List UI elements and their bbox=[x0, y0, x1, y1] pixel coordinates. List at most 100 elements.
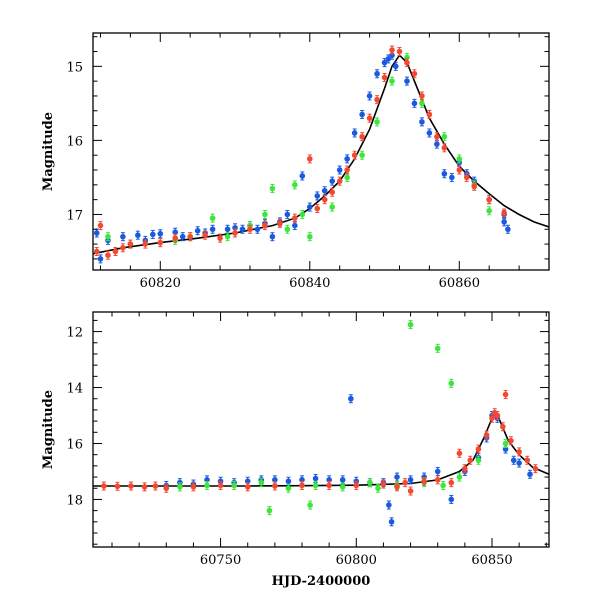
data-point-blue bbox=[505, 224, 511, 234]
series-red bbox=[101, 390, 539, 496]
data-point-red bbox=[247, 224, 253, 234]
data-point-blue bbox=[449, 172, 455, 182]
data-point-green bbox=[389, 76, 395, 86]
series-blue bbox=[93, 50, 511, 264]
data-point-blue bbox=[359, 109, 365, 119]
data-point-blue bbox=[336, 165, 343, 175]
data-point-blue bbox=[120, 232, 126, 242]
bottom-panel: 60750 60800 60850 12 14 16 18 Magnitude HJD-2400… bbox=[41, 311, 550, 589]
data-point-red bbox=[292, 213, 298, 223]
data-point-blue bbox=[434, 139, 440, 149]
data-point-blue bbox=[527, 469, 533, 479]
data-point-green bbox=[284, 224, 291, 234]
data-point-red bbox=[202, 230, 208, 240]
data-point-red bbox=[500, 422, 506, 432]
plot-frame bbox=[92, 311, 550, 548]
data-point-green bbox=[209, 213, 216, 223]
data-point-red bbox=[394, 482, 400, 492]
data-point-red bbox=[187, 232, 193, 242]
model-curve bbox=[93, 53, 549, 255]
data-point-green bbox=[258, 478, 265, 488]
data-point-red bbox=[306, 154, 313, 164]
y-tick-label: 18 bbox=[66, 493, 83, 508]
data-point-red bbox=[244, 482, 251, 492]
data-point-green bbox=[367, 478, 373, 488]
data-point-red bbox=[299, 480, 305, 490]
data-point-red bbox=[524, 455, 531, 465]
data-point-green bbox=[105, 232, 111, 242]
data-point-blue bbox=[441, 169, 448, 179]
y-tick-label: 12 bbox=[66, 326, 83, 341]
data-point-red bbox=[434, 475, 441, 485]
data-point-green bbox=[231, 480, 237, 490]
x-tick-label: 60800 bbox=[336, 553, 377, 568]
data-point-red bbox=[448, 478, 455, 488]
data-point-red bbox=[152, 481, 159, 491]
data-point-blue bbox=[329, 176, 336, 186]
data-point-red bbox=[434, 132, 440, 142]
data-point-blue bbox=[314, 191, 321, 201]
data-point-green bbox=[285, 483, 292, 493]
data-point-red bbox=[396, 47, 403, 57]
data-point-green bbox=[502, 438, 509, 448]
data-point-blue bbox=[404, 76, 410, 86]
data-point-green bbox=[440, 480, 446, 490]
data-point-red bbox=[321, 195, 328, 205]
data-point-green bbox=[177, 482, 183, 492]
data-point-blue bbox=[407, 475, 414, 485]
series-green bbox=[105, 52, 492, 249]
data-point-blue bbox=[344, 154, 350, 164]
data-point-blue bbox=[516, 458, 522, 468]
data-point-blue bbox=[501, 217, 507, 227]
data-point-red bbox=[419, 91, 425, 101]
data-point-red bbox=[157, 238, 164, 248]
data-point-red bbox=[326, 480, 332, 490]
data-point-red bbox=[508, 436, 514, 446]
data-point-blue bbox=[269, 232, 276, 242]
data-point-red bbox=[441, 143, 448, 153]
data-point-red bbox=[127, 239, 134, 249]
data-point-red bbox=[389, 45, 395, 55]
data-point-blue bbox=[385, 54, 392, 64]
data-point-green bbox=[204, 480, 210, 490]
data-point-blue bbox=[321, 186, 328, 196]
data-point-blue bbox=[351, 128, 358, 138]
data-point-red bbox=[190, 482, 197, 492]
data-point-blue bbox=[284, 209, 291, 219]
data-point-blue bbox=[239, 224, 246, 234]
data-point-blue bbox=[374, 69, 380, 79]
data-point-red bbox=[366, 113, 373, 123]
data-point-red bbox=[272, 481, 278, 491]
data-point-green bbox=[224, 232, 231, 242]
data-point-red bbox=[456, 165, 463, 175]
data-point-green bbox=[306, 232, 313, 242]
data-point-green bbox=[374, 117, 380, 127]
data-point-red bbox=[232, 228, 238, 238]
data-point-red bbox=[463, 172, 470, 182]
data-point-red bbox=[120, 243, 126, 253]
data-point-blue bbox=[254, 224, 261, 234]
data-point-red bbox=[494, 411, 501, 421]
y-tick-label: 17 bbox=[66, 208, 83, 223]
data-point-blue bbox=[306, 202, 313, 212]
data-point-red bbox=[93, 246, 100, 256]
data-point-red bbox=[421, 476, 427, 486]
data-point-green bbox=[375, 483, 381, 493]
data-point-blue bbox=[157, 229, 164, 239]
data-point-red bbox=[114, 481, 121, 491]
data-point-blue bbox=[426, 128, 433, 138]
data-point-red bbox=[101, 481, 107, 491]
data-point-red bbox=[483, 430, 490, 440]
data-point-blue bbox=[292, 221, 298, 231]
data-point-blue bbox=[394, 472, 400, 482]
x-tick-label: 60840 bbox=[289, 276, 330, 291]
data-point-blue bbox=[299, 171, 306, 181]
data-point-red bbox=[407, 486, 414, 496]
data-point-green bbox=[456, 154, 463, 164]
data-point-green bbox=[266, 506, 273, 516]
data-point-green bbox=[419, 98, 425, 108]
data-point-blue bbox=[386, 500, 392, 510]
data-point-red bbox=[344, 165, 350, 175]
data-point-green bbox=[312, 480, 319, 490]
data-point-red bbox=[217, 233, 223, 243]
